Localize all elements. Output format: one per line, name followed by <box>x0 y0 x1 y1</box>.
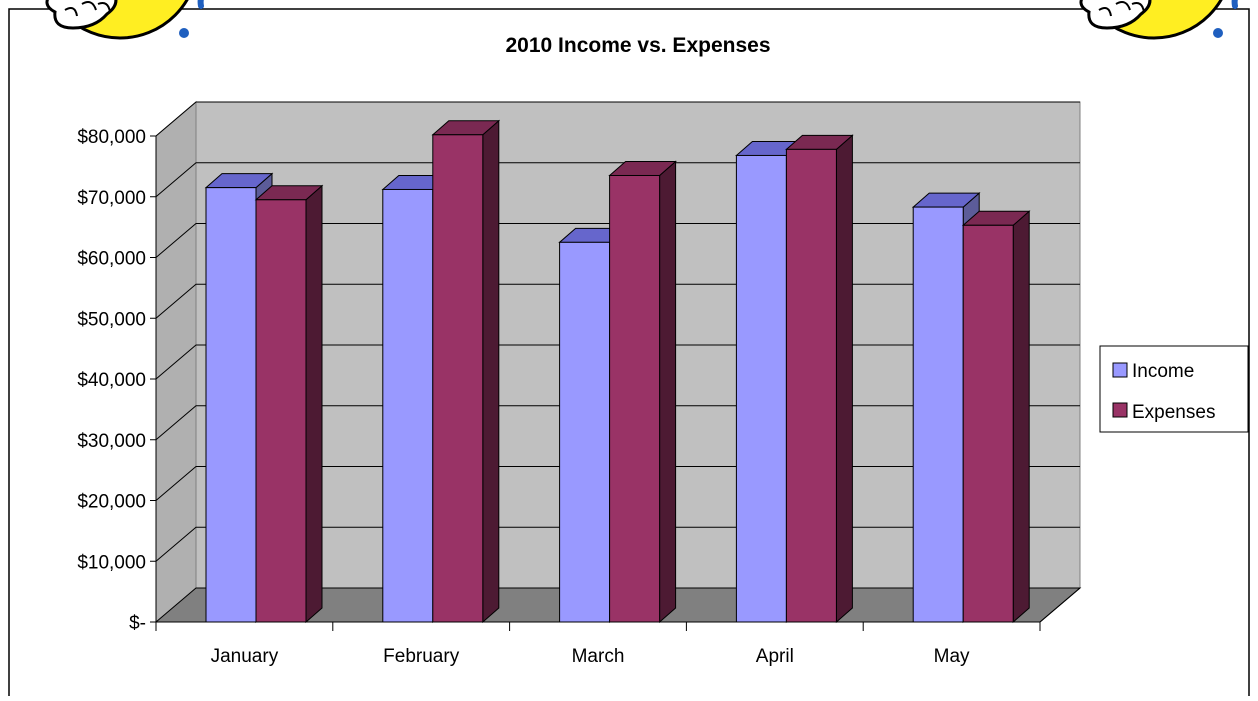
bar-side <box>305 184 323 624</box>
bar <box>431 119 501 624</box>
bar-front <box>559 241 611 623</box>
x-tick-label: March <box>572 646 625 667</box>
bar-front <box>255 199 307 623</box>
bar-side <box>1012 210 1030 624</box>
x-tick-label: January <box>211 646 279 667</box>
bar <box>785 134 854 624</box>
smiley-mascot-icon <box>45 0 204 40</box>
y-tick-label: $80,000 <box>77 127 146 148</box>
legend-label-income: Income <box>1132 361 1194 382</box>
legend-label-expenses: Expenses <box>1132 402 1215 423</box>
y-tick-label: $- <box>129 613 146 634</box>
chart-title: 2010 Income vs. Expenses <box>506 34 771 57</box>
bar-front <box>382 188 434 623</box>
smiley-mascot-icon <box>1079 0 1238 40</box>
bar-front <box>962 224 1014 623</box>
y-tick-label: $20,000 <box>77 492 146 513</box>
legend-box <box>1099 345 1249 433</box>
y-tick-label: $30,000 <box>77 431 146 452</box>
legend: Income Expenses <box>1099 345 1249 433</box>
y-tick-label: $70,000 <box>77 188 146 209</box>
bar-side <box>835 134 853 624</box>
legend-swatch-income <box>1112 362 1128 378</box>
x-axis: January February March April May <box>155 587 1081 667</box>
x-tick-label: February <box>383 646 460 667</box>
bar <box>254 184 324 624</box>
y-tick-label: $40,000 <box>77 370 146 391</box>
bar <box>961 210 1031 624</box>
bar <box>608 160 677 624</box>
bar-front <box>785 148 837 623</box>
y-tick-label: $50,000 <box>77 309 146 330</box>
floor-edge <box>1039 587 1081 623</box>
bar-front <box>609 174 661 623</box>
y-tick-label: $10,000 <box>77 552 146 573</box>
bar-front <box>912 206 964 623</box>
y-tick-label: $60,000 <box>77 249 146 270</box>
gridline <box>155 101 1080 137</box>
legend-swatch-expenses <box>1112 402 1128 418</box>
x-tick-label: May <box>934 646 970 667</box>
bar-side <box>659 160 677 624</box>
bar-front <box>432 134 484 623</box>
x-tick-label: April <box>756 646 794 667</box>
y-axis-ticks: $- $10,000 $20,000 $30,000 $40,000 $50,000 $60… <box>77 127 157 634</box>
bar-front <box>205 187 257 623</box>
bar-side <box>482 119 500 624</box>
bar-front <box>735 154 787 623</box>
bars-group <box>204 119 1031 624</box>
